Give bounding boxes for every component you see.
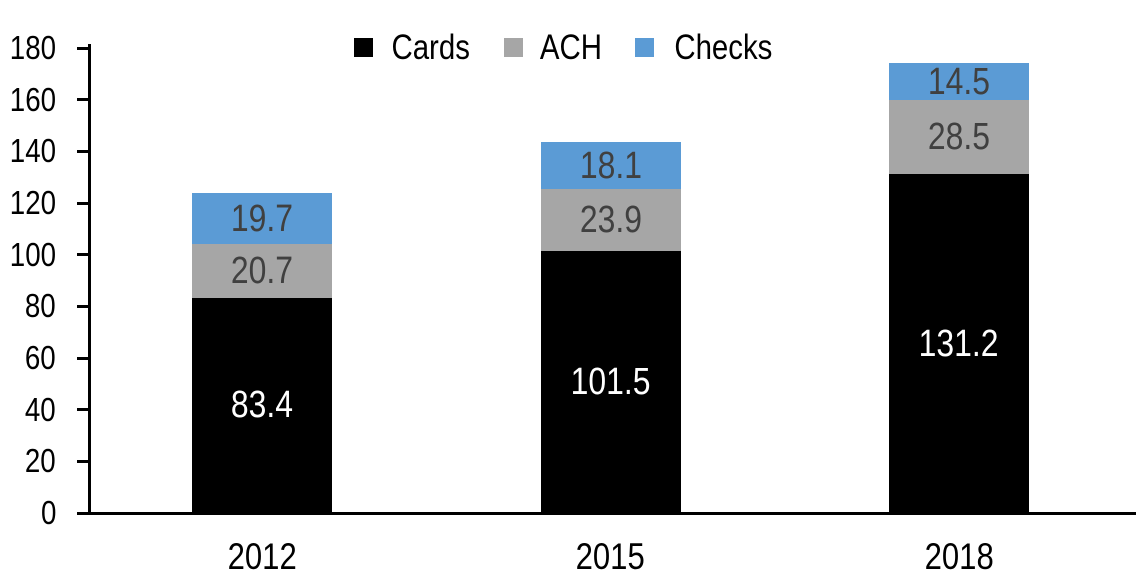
y-axis-tick-label: 0: [0, 495, 56, 531]
y-axis-tick: [77, 304, 89, 308]
bar-value-label: 28.5: [927, 116, 990, 159]
y-axis-tick-label: 20: [0, 443, 56, 479]
bar-value-label: 131.2: [918, 322, 999, 365]
bar-segment-cards-2018: 131.2: [888, 174, 1029, 513]
legend-swatch-icon: [354, 38, 373, 57]
legend-label: Checks: [665, 30, 782, 65]
y-axis-tick-label: 180: [0, 30, 56, 66]
y-axis-tick-label: 100: [0, 235, 56, 273]
legend-label: Cards: [384, 30, 477, 65]
bar-segment-ach-2018: 28.5: [888, 100, 1029, 175]
y-axis-tick-label-text: 100: [9, 235, 56, 273]
legend-item-checks: Checks: [635, 30, 782, 65]
legend-swatch-icon: [504, 38, 524, 57]
bar-segment-checks-2018: 14.5: [888, 62, 1029, 101]
y-axis-tick-label: 40: [0, 390, 56, 428]
bar-value-label: 20.7: [231, 249, 294, 292]
y-axis-tick-label-text: 160: [9, 80, 56, 118]
x-axis-category-text: 2018: [924, 536, 994, 577]
bar-value-label: 101.5: [570, 360, 651, 403]
bar-value-label: 19.7: [231, 197, 294, 240]
bar-value-label: 83.4: [231, 384, 294, 427]
y-axis-tick: [77, 459, 89, 463]
y-axis-tick-label-text: 0: [40, 494, 56, 531]
y-axis-tick: [77, 201, 89, 205]
y-axis-tick: [77, 408, 89, 412]
bar-segment-checks-2015: 18.1: [540, 142, 681, 190]
x-axis-category-label: 2012: [162, 536, 362, 577]
legend-label: ACH: [534, 30, 608, 65]
y-axis-tick: [77, 149, 89, 153]
y-axis-tick-label-text: 60: [25, 339, 56, 376]
y-axis-tick-label: 120: [0, 185, 56, 221]
legend-label-text: ACH: [540, 28, 603, 67]
legend-item-cards: Cards: [354, 30, 477, 65]
legend-item-ach: ACH: [504, 30, 608, 65]
x-axis-category-text: 2012: [227, 536, 297, 577]
x-axis-line: [88, 512, 1136, 515]
y-axis-tick-label-text: 40: [25, 390, 56, 428]
y-axis-tick-label: 60: [0, 340, 56, 376]
bar-segment-ach-2015: 23.9: [540, 189, 681, 251]
y-axis-tick: [77, 511, 89, 515]
y-axis-tick: [77, 253, 89, 257]
legend-label-text: Checks: [674, 28, 773, 67]
x-axis-category-text: 2015: [575, 536, 646, 577]
legend-swatch-icon: [635, 38, 655, 57]
bar-value-label: 14.5: [927, 62, 990, 101]
y-axis-tick-label-text: 80: [25, 287, 56, 325]
y-axis-tick-label-text: 180: [9, 29, 56, 66]
chart-legend: Cards ACH Checks: [0, 30, 1136, 65]
bar-segment-ach-2012: 20.7: [192, 244, 333, 298]
bar-segment-checks-2012: 19.7: [192, 193, 333, 245]
x-axis-category-label: 2018: [859, 536, 1059, 577]
y-axis-tick-label: 160: [0, 80, 56, 118]
y-axis-tick: [77, 46, 89, 50]
bar-segment-cards-2012: 83.4: [192, 297, 333, 513]
bar-value-label: 18.1: [579, 144, 642, 187]
y-axis-tick-label-text: 120: [9, 184, 56, 221]
x-axis-category-label: 2015: [511, 536, 711, 577]
legend-label-text: Cards: [391, 28, 470, 67]
y-axis-tick: [77, 98, 89, 102]
y-axis-tick-label-text: 140: [9, 132, 56, 170]
bar-segment-cards-2015: 101.5: [540, 250, 681, 513]
bar-value-label: 23.9: [579, 198, 642, 241]
y-axis-tick-label-text: 20: [25, 442, 56, 480]
y-axis-tick: [77, 356, 89, 360]
y-axis-tick-label: 80: [0, 288, 56, 324]
y-axis-line: [88, 44, 91, 515]
y-axis-tick-label: 140: [0, 133, 56, 169]
